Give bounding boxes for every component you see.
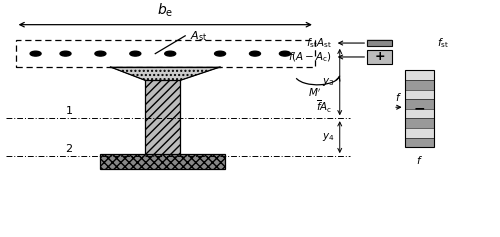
Text: $y_4$: $y_4$ — [322, 131, 335, 143]
Polygon shape — [110, 67, 220, 80]
Bar — [404, 80, 434, 90]
Text: $b_{\rm e}$: $b_{\rm e}$ — [157, 2, 174, 19]
Text: +: + — [374, 50, 385, 64]
Bar — [100, 154, 225, 169]
Text: −: − — [414, 102, 426, 116]
Text: $f$: $f$ — [394, 91, 402, 103]
Bar — [367, 40, 392, 46]
Text: $f(A-A_{\rm c})$: $f(A-A_{\rm c})$ — [288, 50, 333, 64]
Text: $y_3$: $y_3$ — [322, 76, 335, 88]
Text: $A_{\rm st}$: $A_{\rm st}$ — [190, 29, 208, 43]
Circle shape — [95, 51, 106, 56]
Text: $M'$: $M'$ — [308, 87, 322, 100]
Bar — [404, 70, 434, 147]
Bar — [404, 128, 434, 138]
Text: 2: 2 — [66, 144, 72, 154]
Circle shape — [280, 51, 290, 56]
Circle shape — [214, 51, 226, 56]
Bar — [404, 90, 434, 99]
Text: 1: 1 — [66, 106, 72, 116]
Text: $\overline{f}A_{\rm c}$: $\overline{f}A_{\rm c}$ — [316, 99, 332, 115]
Bar — [404, 109, 434, 118]
Bar — [16, 40, 315, 67]
Bar — [404, 118, 434, 128]
Text: $f_{\rm st}$: $f_{\rm st}$ — [437, 36, 449, 50]
Circle shape — [30, 51, 41, 56]
Circle shape — [164, 51, 175, 56]
Bar — [146, 80, 180, 154]
Bar — [404, 138, 434, 147]
Bar — [367, 50, 392, 64]
Bar — [404, 70, 434, 80]
Circle shape — [130, 51, 141, 56]
Text: $f_{\rm st}A_{\rm st}$: $f_{\rm st}A_{\rm st}$ — [306, 36, 332, 50]
Bar — [404, 99, 434, 109]
Circle shape — [250, 51, 260, 56]
Text: $f$: $f$ — [416, 154, 423, 166]
Circle shape — [60, 51, 71, 56]
